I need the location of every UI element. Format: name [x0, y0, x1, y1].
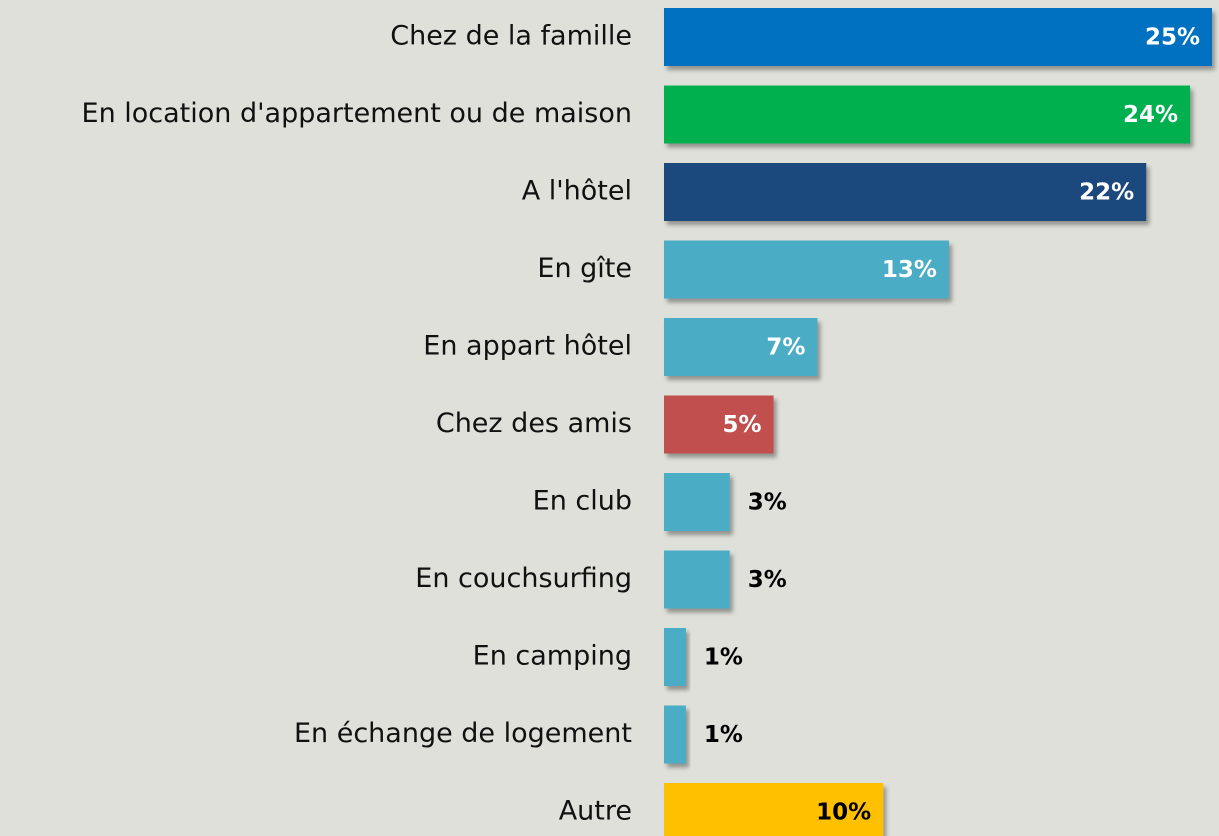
- value-label: 3%: [748, 567, 787, 593]
- category-label: En échange de logement: [294, 718, 632, 749]
- category-label: Autre: [559, 796, 632, 827]
- value-label: 25%: [1145, 25, 1200, 51]
- bar: [664, 85, 1191, 144]
- bar: [664, 240, 949, 299]
- value-label: 1%: [704, 722, 743, 748]
- value-label: 22%: [1079, 180, 1134, 206]
- bar: [664, 473, 730, 531]
- value-label: 24%: [1123, 102, 1178, 128]
- bar: [664, 318, 818, 376]
- category-label: En camping: [473, 641, 632, 672]
- value-label: 3%: [748, 490, 787, 516]
- value-label: 1%: [704, 645, 743, 671]
- category-label: En appart hôtel: [423, 331, 632, 362]
- category-label: En couchsurfing: [415, 563, 632, 594]
- value-label: 13%: [882, 257, 937, 283]
- bar: [664, 628, 686, 686]
- category-label: Chez de la famille: [390, 21, 632, 52]
- category-label: En location d'appartement ou de maison: [82, 98, 632, 129]
- value-label: 7%: [766, 335, 805, 361]
- bar: [664, 395, 774, 454]
- value-label: 10%: [816, 800, 871, 826]
- bar: [664, 783, 884, 836]
- category-label: En gîte: [537, 253, 632, 284]
- bar: [664, 705, 686, 764]
- bar: [664, 8, 1212, 66]
- category-label: Chez des amis: [436, 408, 632, 439]
- bar: [664, 163, 1147, 221]
- category-label: En club: [533, 486, 632, 517]
- category-label: A l'hôtel: [522, 176, 632, 207]
- bar: [664, 550, 730, 609]
- value-label: 5%: [723, 412, 762, 438]
